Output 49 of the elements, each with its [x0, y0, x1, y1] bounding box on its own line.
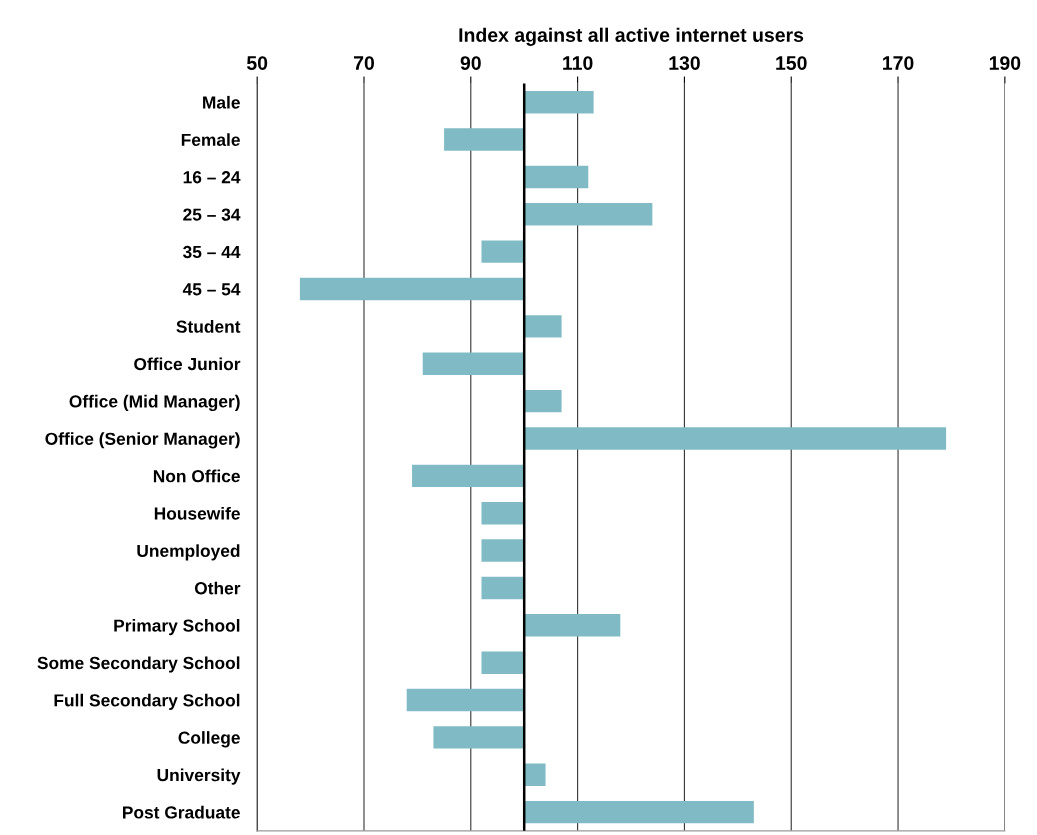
y-tick-label: Student — [176, 320, 241, 333]
bar — [524, 90, 594, 114]
bar — [524, 315, 562, 338]
bar — [524, 614, 621, 637]
bar — [412, 464, 525, 488]
y-tick-label: Full Secondary School — [54, 693, 240, 710]
x-tick-label: 150 — [776, 56, 807, 70]
y-tick-label: Office Junior — [134, 357, 241, 371]
y-tick-label: 16 – 24 — [183, 171, 241, 184]
bar — [524, 763, 546, 786]
y-tick-label: Unemployed — [137, 544, 240, 561]
y-tick-label: Primary School — [114, 619, 240, 636]
x-tick-label: 110 — [563, 56, 593, 70]
y-tick-label: Some Secondary School — [37, 656, 240, 673]
y-tick-label: Office (Mid Manager) — [69, 394, 240, 412]
y-tick-label: Female — [181, 133, 240, 147]
x-tick-label: 90 — [460, 56, 481, 70]
bar — [481, 502, 525, 525]
x-tick-label: 170 — [883, 56, 914, 70]
y-tick-label: Non Office — [153, 469, 240, 483]
bar — [481, 539, 525, 562]
bar — [481, 576, 525, 600]
bar — [444, 128, 525, 151]
x-tick-label: 190 — [989, 56, 1021, 70]
bar — [299, 277, 525, 301]
bar — [422, 352, 525, 375]
y-tick-label: 45 – 54 — [182, 283, 241, 296]
y-tick-label: Post Graduate — [123, 805, 240, 819]
y-tick-label: College — [178, 731, 240, 748]
y-tick-label: Office (Senior Manager) — [45, 432, 240, 449]
bar — [524, 427, 947, 450]
y-tick-label: University — [157, 768, 241, 785]
bar — [433, 726, 525, 749]
y-tick-label: Other — [194, 581, 241, 595]
y-tick-label: 25 – 34 — [183, 208, 241, 221]
y-tick-label: Male — [203, 95, 240, 109]
y-tick-label: Housewife — [154, 506, 240, 520]
bar — [524, 203, 653, 226]
x-axis-title: Index against all active internet users — [459, 27, 804, 46]
bar — [481, 240, 525, 263]
x-tick-label: 70 — [354, 56, 375, 70]
bar — [406, 688, 525, 712]
y-tick-label: 35 – 44 — [182, 245, 241, 259]
bar — [524, 389, 562, 413]
bar — [481, 651, 525, 674]
bar — [524, 165, 589, 189]
x-tick-label: 50 — [246, 56, 268, 70]
x-tick-label: 130 — [669, 56, 700, 70]
bar — [524, 800, 754, 824]
